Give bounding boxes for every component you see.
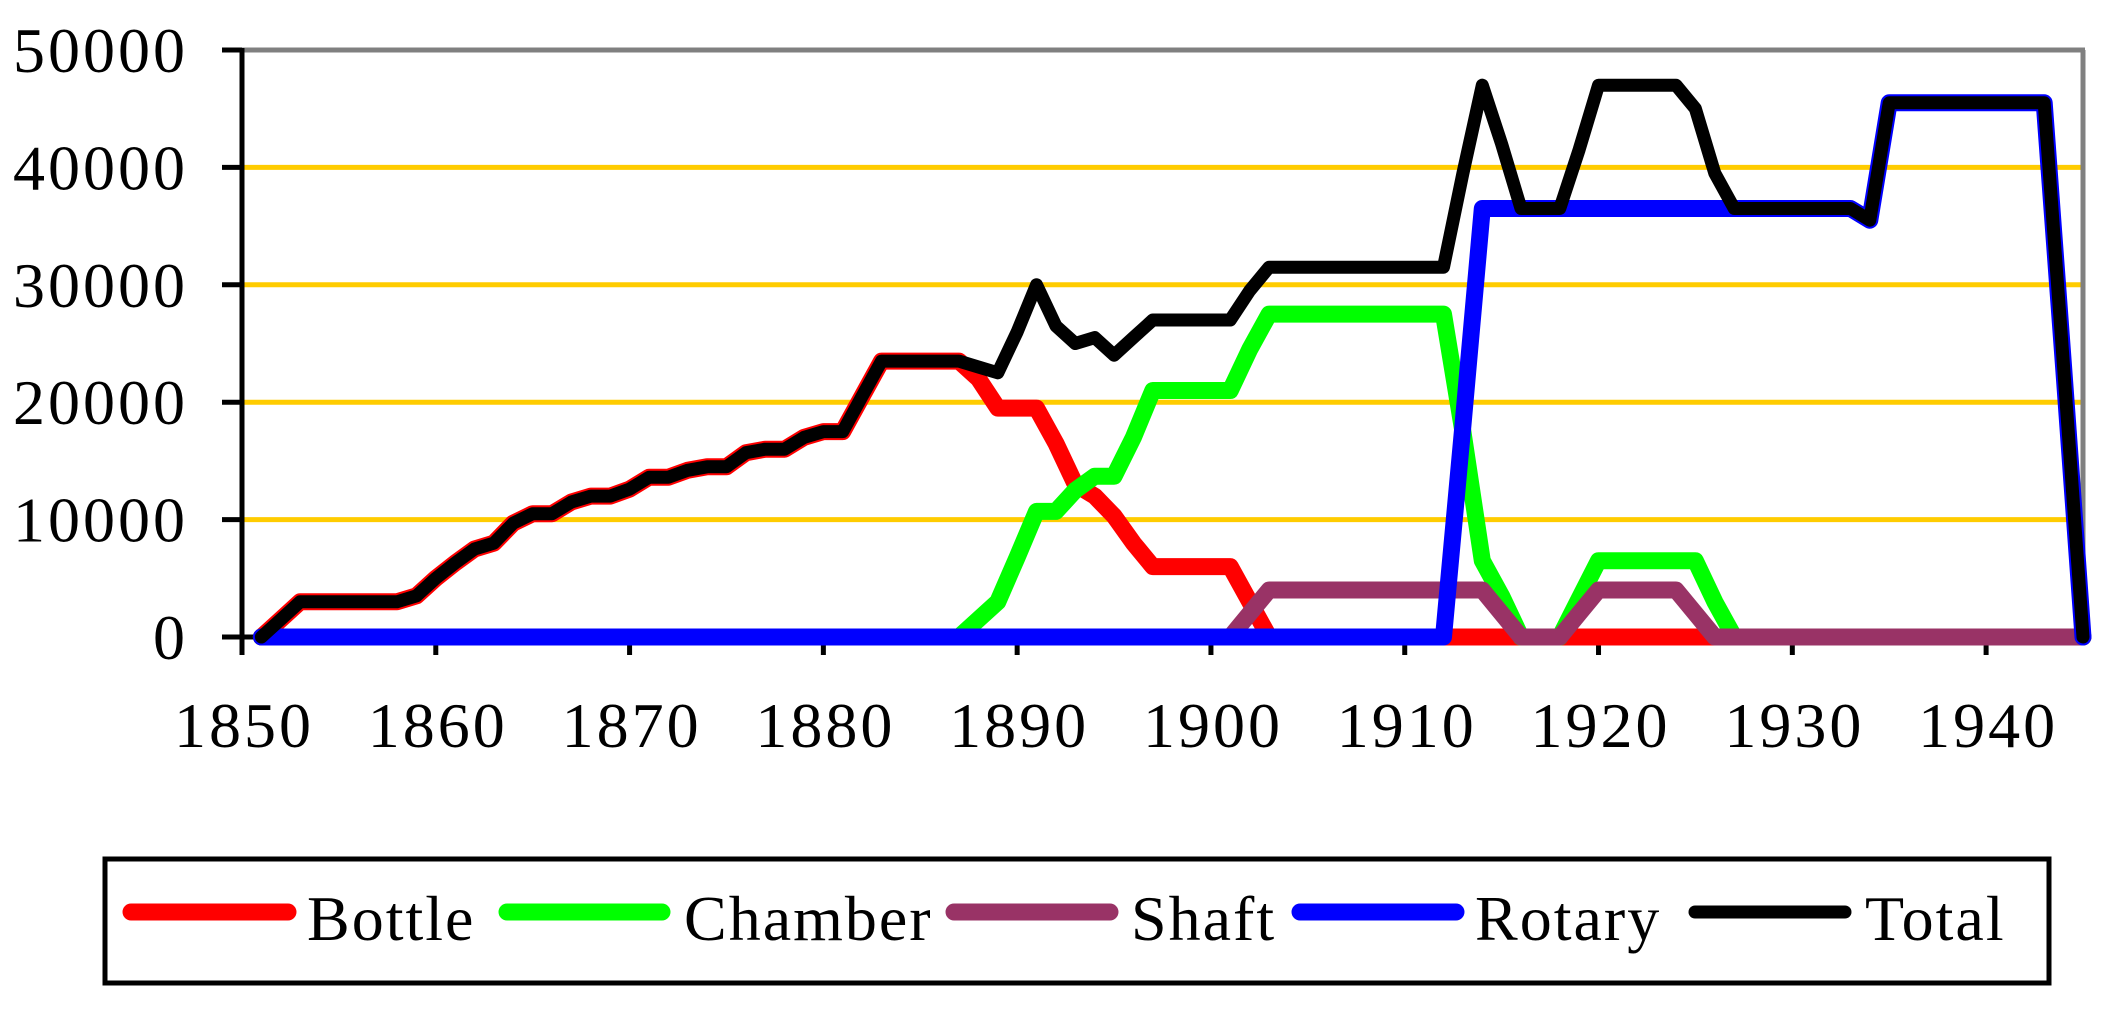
x-axis: 1850 1860 1870 1880 1890 1900 1910 1920 1930 1940 [174, 634, 2083, 761]
x-tick-label: 1910 [1337, 690, 1477, 761]
legend-item-total: Total [1688, 883, 2006, 954]
legend-item-rotary: Rotary [1291, 883, 1661, 954]
legend-item-shaft: Shaft [945, 883, 1276, 954]
legend-box [102, 856, 2052, 986]
legend-item-bottle: Bottle [122, 883, 475, 954]
x-tick-label: 1860 [368, 690, 508, 761]
series-line-total [254, 78, 2090, 644]
legend-label: Shaft [1131, 883, 1276, 954]
x-tick-label: 1920 [1531, 690, 1671, 761]
x-tick-label: 1850 [174, 690, 314, 761]
x-tick-label: 1930 [1724, 690, 1864, 761]
series-layer [252, 78, 2092, 646]
legend-label: Bottle [307, 883, 475, 954]
y-tick-label: 20000 [13, 367, 188, 438]
y-tick-label: 10000 [13, 485, 188, 556]
legend-item-chamber: Chamber [498, 883, 933, 954]
y-tick-label: 30000 [13, 250, 188, 321]
y-tick-label: 40000 [13, 132, 188, 203]
x-tick-label: 1880 [755, 690, 895, 761]
y-tick-label: 0 [153, 602, 188, 673]
legend-label: Total [1865, 883, 2006, 954]
x-tick-label: 1900 [1143, 690, 1283, 761]
x-tick-label: 1870 [562, 690, 702, 761]
y-axis: 0 10000 20000 30000 40000 50000 [13, 15, 245, 673]
legend: Bottle Chamber Shaft Rotary Total [102, 856, 2052, 986]
y-tick-label: 50000 [13, 15, 188, 86]
legend-label: Chamber [684, 883, 933, 954]
legend-label: Rotary [1475, 883, 1661, 954]
x-tick-label: 1940 [1918, 690, 2058, 761]
x-tick-label: 1890 [949, 690, 1089, 761]
